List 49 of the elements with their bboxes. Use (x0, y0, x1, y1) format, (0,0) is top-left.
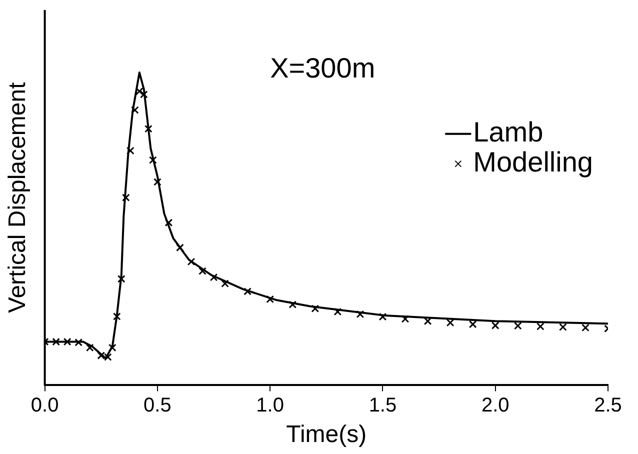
x-tick-label: 2.0 (481, 394, 510, 417)
point (117, 274, 126, 283)
annotation: X=300m (270, 52, 376, 84)
point (86, 344, 94, 352)
point (149, 156, 157, 164)
point (122, 194, 130, 202)
point (135, 87, 144, 96)
point (446, 318, 454, 327)
point (221, 280, 229, 288)
point (52, 338, 60, 346)
point (288, 300, 297, 308)
point (74, 338, 83, 346)
point (126, 146, 134, 155)
point (104, 353, 112, 361)
x-tick-label: 1.0 (256, 394, 284, 417)
x-tick-label: 0.5 (144, 394, 172, 417)
point (401, 314, 410, 323)
point (176, 244, 184, 252)
point (582, 324, 590, 332)
point (559, 323, 567, 331)
point (108, 344, 116, 352)
point (112, 312, 121, 320)
point (244, 287, 252, 296)
point (130, 106, 139, 114)
point (536, 322, 544, 330)
point (63, 338, 72, 346)
point (334, 308, 342, 316)
point (164, 218, 173, 227)
point (140, 90, 148, 98)
x-tick-label: 0.0 (30, 394, 59, 417)
point (468, 320, 477, 328)
point (266, 295, 274, 304)
legend-label: Modelling (473, 146, 594, 178)
point (311, 304, 320, 313)
x-tick-label: 2.5 (594, 394, 622, 417)
point (187, 258, 196, 266)
y-axis-title: Vertical Displacement (4, 82, 32, 313)
point (154, 178, 162, 186)
x-tick-label: 1.5 (368, 394, 397, 417)
point (491, 322, 500, 330)
legend-label: Lamb (473, 116, 544, 148)
point (378, 312, 387, 321)
point (210, 273, 218, 282)
point (144, 124, 152, 133)
point (198, 267, 206, 276)
point (356, 310, 364, 318)
point (97, 352, 106, 360)
x-axis-title: Time(s) (286, 421, 367, 448)
point (514, 322, 522, 330)
